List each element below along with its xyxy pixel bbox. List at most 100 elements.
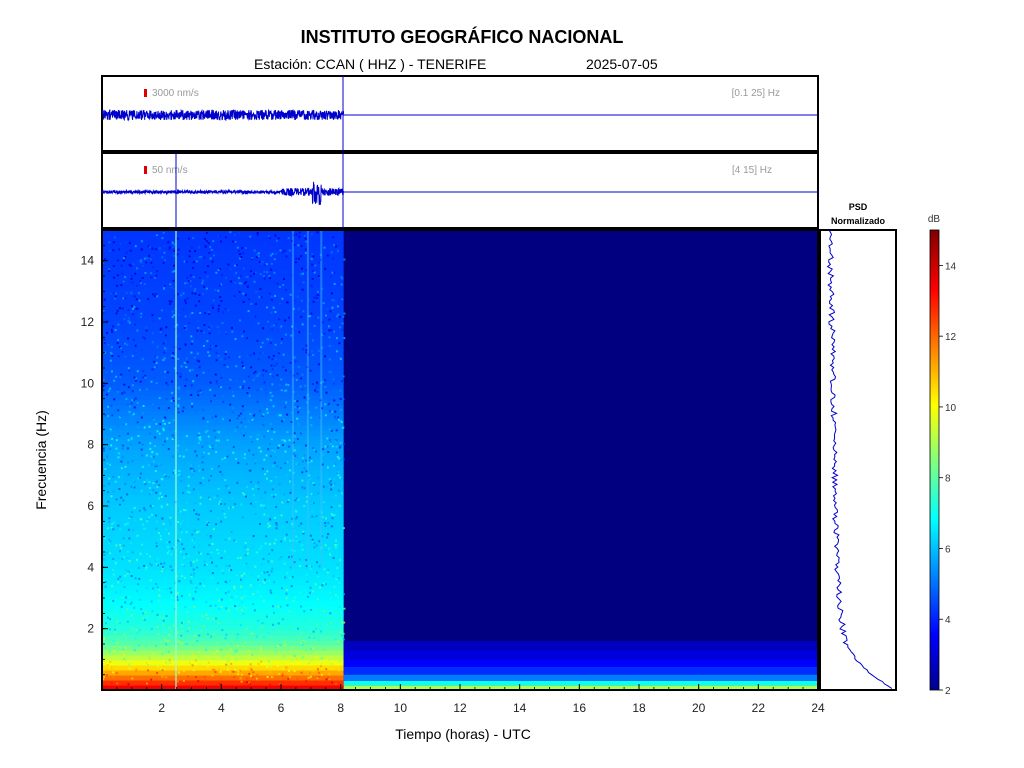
noise-speck xyxy=(224,538,227,541)
noise-speck xyxy=(305,573,308,576)
noise-speck xyxy=(114,452,117,455)
noise-speck xyxy=(139,552,142,555)
noise-speck xyxy=(228,387,231,390)
noise-speck xyxy=(179,642,182,645)
noise-speck xyxy=(213,496,216,499)
noise-speck xyxy=(140,261,143,264)
noise-speck xyxy=(203,675,206,678)
spectrogram-band xyxy=(102,580,344,586)
noise-speck xyxy=(146,257,149,260)
noise-speck xyxy=(300,267,303,270)
noise-speck xyxy=(158,317,161,320)
noise-speck xyxy=(116,390,119,393)
noise-speck xyxy=(285,389,288,392)
noise-speck xyxy=(116,309,119,312)
noise-speck xyxy=(193,470,196,473)
noise-speck xyxy=(316,668,319,671)
noise-speck xyxy=(193,606,196,609)
noise-speck xyxy=(180,634,183,637)
noise-speck xyxy=(316,383,319,386)
noise-speck xyxy=(254,462,257,465)
noise-speck xyxy=(335,337,338,340)
noise-speck xyxy=(245,681,248,684)
noise-speck xyxy=(319,665,322,668)
noise-speck xyxy=(287,499,290,502)
noise-speck xyxy=(198,513,201,516)
noise-speck xyxy=(252,535,255,538)
noise-speck xyxy=(225,332,228,335)
noise-speck xyxy=(259,475,262,478)
noise-speck xyxy=(207,369,210,372)
noise-speck xyxy=(339,558,342,561)
spectrogram-band xyxy=(102,450,344,456)
noise-speck xyxy=(229,671,232,674)
noise-speck xyxy=(119,242,122,245)
noise-speck xyxy=(266,665,269,668)
x-tick-label: 24 xyxy=(811,701,825,715)
noise-speck xyxy=(179,533,182,536)
noise-speck xyxy=(227,372,230,375)
noise-speck xyxy=(316,623,319,626)
noise-speck xyxy=(324,445,327,448)
noise-speck xyxy=(124,276,127,279)
noise-speck xyxy=(186,675,189,678)
noise-speck xyxy=(142,370,145,373)
noise-speck xyxy=(266,624,269,627)
noise-speck xyxy=(315,655,318,658)
noise-speck xyxy=(238,257,241,260)
y-tick-label: 10 xyxy=(81,376,95,390)
noise-speck xyxy=(148,246,151,249)
noise-speck xyxy=(152,587,155,590)
noise-speck xyxy=(127,683,130,686)
spectrogram-band xyxy=(102,430,344,436)
noise-speck xyxy=(193,582,196,585)
noise-speck xyxy=(277,237,280,240)
noise-speck xyxy=(111,522,114,525)
noise-speck xyxy=(171,455,174,458)
noise-speck xyxy=(109,448,112,451)
noise-speck xyxy=(171,569,174,572)
noise-speck xyxy=(131,459,134,462)
noise-speck xyxy=(150,380,153,383)
noise-speck xyxy=(103,342,106,345)
noise-speck xyxy=(304,629,307,632)
spectrogram-band xyxy=(102,415,344,421)
noise-speck xyxy=(261,374,264,377)
noise-speck xyxy=(112,291,115,294)
noise-speck xyxy=(155,422,158,425)
noise-speck xyxy=(105,371,108,374)
noise-speck xyxy=(121,622,124,625)
trace-scale-label: 3000 nm/s xyxy=(152,88,199,99)
noise-speck xyxy=(121,596,124,599)
noise-speck xyxy=(136,329,139,332)
noise-speck xyxy=(285,474,288,477)
noise-speck xyxy=(158,432,161,435)
noise-speck xyxy=(192,275,195,278)
noise-speck xyxy=(112,475,115,478)
noise-speck xyxy=(256,233,259,236)
noise-speck xyxy=(307,393,310,396)
noise-speck xyxy=(252,420,255,423)
noise-speck xyxy=(108,278,111,281)
noise-speck xyxy=(281,444,284,447)
noise-speck xyxy=(233,503,236,506)
noise-speck xyxy=(104,585,107,588)
noise-speck xyxy=(129,569,132,572)
noise-speck xyxy=(181,553,184,556)
noise-speck xyxy=(209,607,212,610)
noise-speck xyxy=(135,629,138,632)
noise-speck xyxy=(196,551,199,554)
noise-speck xyxy=(254,315,257,318)
noise-speck xyxy=(115,562,118,565)
noise-speck xyxy=(231,670,234,673)
noise-speck xyxy=(270,268,273,271)
noise-speck xyxy=(195,454,198,457)
noise-speck xyxy=(102,449,105,452)
noise-speck xyxy=(125,596,128,599)
noise-speck xyxy=(163,416,166,419)
noise-speck xyxy=(185,643,188,646)
noise-speck xyxy=(115,439,118,442)
noise-speck xyxy=(311,277,314,280)
noise-speck xyxy=(339,446,342,449)
noise-speck xyxy=(272,464,275,467)
